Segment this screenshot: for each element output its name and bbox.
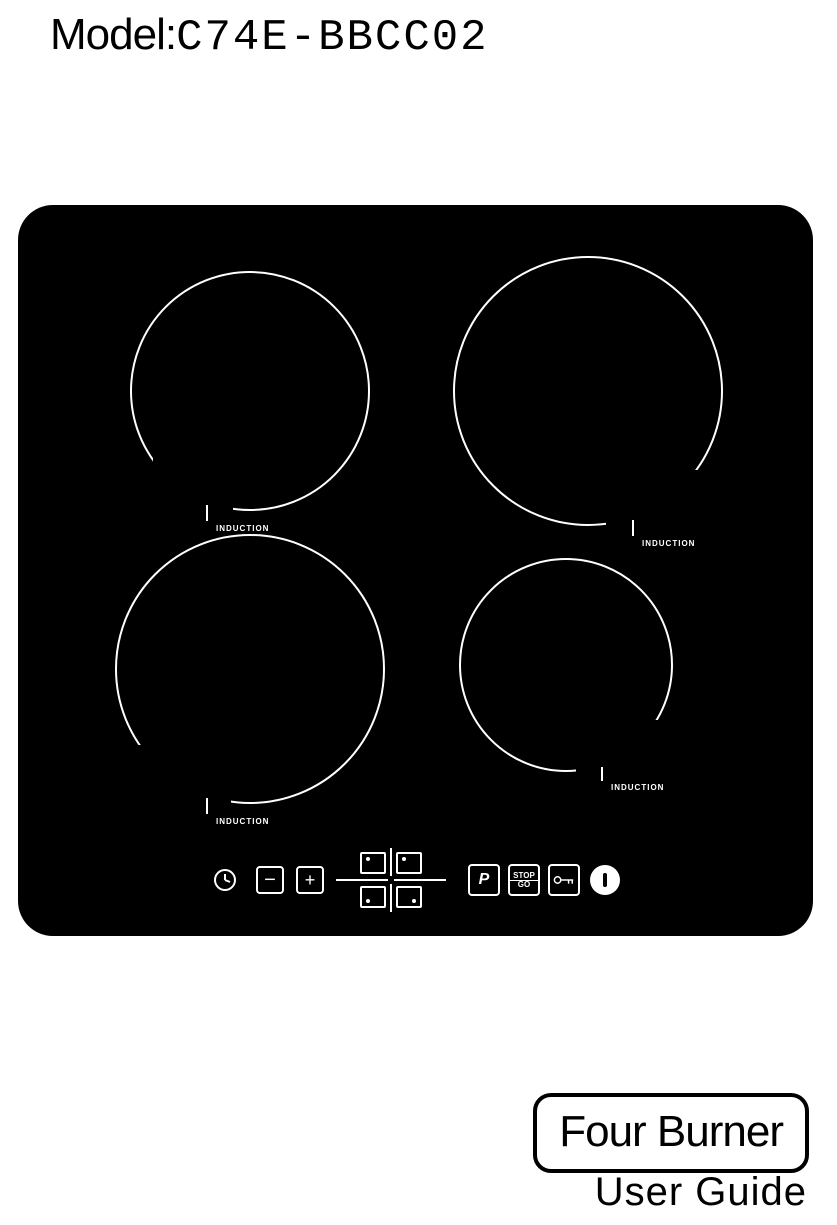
title-box-text: Four Burner — [559, 1107, 783, 1156]
minus-button[interactable]: − — [256, 866, 284, 894]
burner-bottom-left-label: INDUCTION — [216, 817, 269, 826]
timer-icon — [213, 868, 237, 892]
title-box: Four Burner — [533, 1093, 809, 1173]
burner-bottom-left-tick — [206, 798, 208, 814]
burner-bottom-right-gap — [576, 720, 666, 785]
minus-label: − — [264, 873, 276, 887]
zone-select-top-right[interactable] — [396, 852, 422, 874]
burner-bottom-right-label: INDUCTION — [611, 783, 664, 792]
zone-divider-left — [336, 879, 388, 881]
burner-top-left-tick — [206, 505, 208, 521]
stop-go-button[interactable]: STOP GO — [508, 864, 540, 896]
power-icon — [603, 873, 607, 887]
burner-top-left-label: INDUCTION — [216, 524, 269, 533]
plus-button[interactable]: + — [296, 866, 324, 894]
subtitle: User Guide — [595, 1170, 807, 1215]
burner-top-right-gap — [606, 470, 706, 540]
zone-divider-bottom — [390, 884, 392, 912]
burner-top-right-tick — [632, 520, 634, 536]
model-header: Model:C74E-BBCC02 — [50, 10, 489, 63]
zone-select-top-left[interactable] — [360, 852, 386, 874]
key-icon — [553, 875, 575, 885]
model-number: C74E-BBCC02 — [176, 13, 488, 63]
burner-bottom-left-gap — [136, 745, 231, 820]
model-label: Model: — [50, 10, 176, 59]
burner-top-right-label: INDUCTION — [642, 539, 695, 548]
stop-label: STOP — [513, 872, 535, 880]
go-label: GO — [510, 880, 538, 889]
boost-label: P — [479, 871, 490, 889]
burner-bottom-right-tick — [601, 767, 603, 781]
lock-button[interactable] — [548, 864, 580, 896]
cooktop-illustration: INDUCTION INDUCTION INDUCTION INDUCTION … — [18, 205, 813, 936]
control-panel: − + P STOP GO — [18, 844, 813, 914]
burner-top-left-gap — [153, 455, 233, 525]
power-button[interactable] — [590, 865, 620, 895]
zone-divider-top — [390, 848, 392, 876]
zone-select-bottom-left[interactable] — [360, 886, 386, 908]
zone-divider-right — [394, 879, 446, 881]
zone-select-bottom-right[interactable] — [396, 886, 422, 908]
boost-button[interactable]: P — [468, 864, 500, 896]
plus-label: + — [305, 873, 316, 887]
